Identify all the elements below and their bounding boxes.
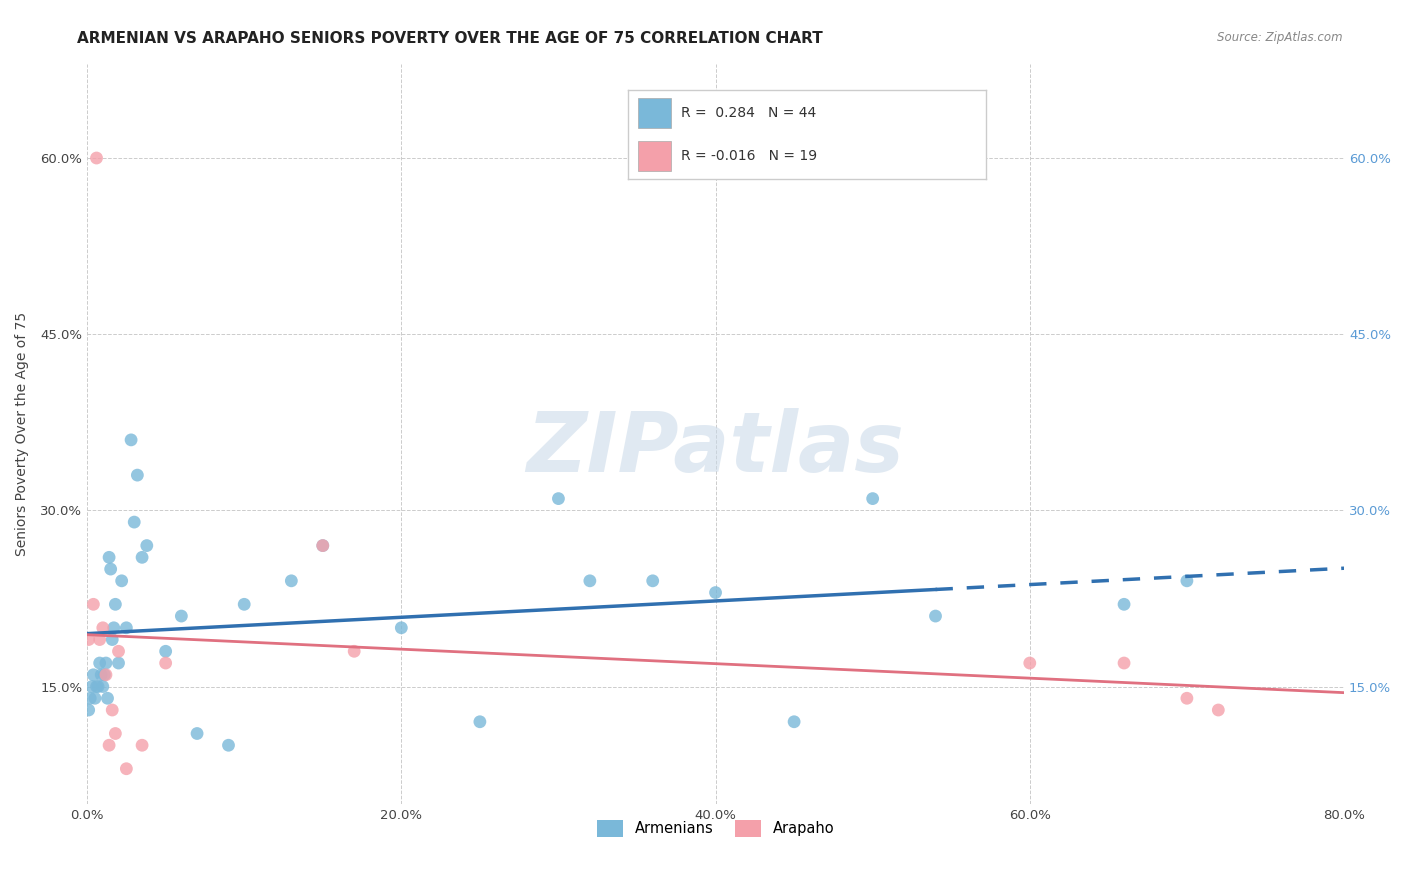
Point <box>468 714 491 729</box>
Point <box>96 691 118 706</box>
Point <box>155 656 177 670</box>
Point <box>120 433 142 447</box>
Point <box>641 574 664 588</box>
Point <box>91 680 114 694</box>
Text: ARMENIAN VS ARAPAHO SENIORS POVERTY OVER THE AGE OF 75 CORRELATION CHART: ARMENIAN VS ARAPAHO SENIORS POVERTY OVER… <box>77 31 823 46</box>
Point <box>783 714 806 729</box>
Point <box>170 609 193 624</box>
Point <box>107 656 129 670</box>
Point <box>1112 656 1135 670</box>
Point <box>547 491 569 506</box>
Y-axis label: Seniors Poverty Over the Age of 75: Seniors Poverty Over the Age of 75 <box>15 312 30 556</box>
Text: Source: ZipAtlas.com: Source: ZipAtlas.com <box>1218 31 1343 45</box>
Point <box>103 621 125 635</box>
Point <box>91 621 114 635</box>
Point <box>98 738 121 752</box>
Point <box>186 726 208 740</box>
Point <box>98 550 121 565</box>
Point <box>94 656 117 670</box>
Point <box>343 644 366 658</box>
Point <box>89 632 111 647</box>
Point <box>86 680 108 694</box>
Point <box>312 539 335 553</box>
Point <box>111 574 134 588</box>
Point <box>280 574 302 588</box>
Point <box>704 585 727 599</box>
Point <box>101 632 124 647</box>
Point <box>131 738 153 752</box>
Point <box>107 644 129 658</box>
Point <box>84 691 107 706</box>
Point <box>77 632 100 647</box>
Point <box>115 762 138 776</box>
Point <box>1175 691 1198 706</box>
Point <box>77 703 100 717</box>
Point <box>82 597 104 611</box>
Point <box>924 609 946 624</box>
Point <box>862 491 884 506</box>
Point <box>1175 574 1198 588</box>
Point <box>89 656 111 670</box>
Legend: Armenians, Arapaho: Armenians, Arapaho <box>589 813 842 845</box>
Point <box>1208 703 1230 717</box>
Point <box>87 680 110 694</box>
Text: ZIPatlas: ZIPatlas <box>527 409 904 490</box>
Point <box>155 644 177 658</box>
Point <box>94 667 117 681</box>
Point <box>1018 656 1040 670</box>
Point <box>80 680 103 694</box>
Point <box>127 468 149 483</box>
Point <box>100 562 122 576</box>
Point <box>389 621 412 635</box>
Point <box>131 550 153 565</box>
Point <box>312 539 335 553</box>
Point <box>86 151 108 165</box>
Point <box>79 691 101 706</box>
Point <box>82 667 104 681</box>
Point <box>93 667 115 681</box>
Point <box>579 574 602 588</box>
Point <box>218 738 240 752</box>
Point <box>90 667 112 681</box>
Point <box>122 515 145 529</box>
Point <box>101 703 124 717</box>
Point <box>1112 597 1135 611</box>
Point <box>135 539 157 553</box>
Point <box>233 597 256 611</box>
Point <box>115 621 138 635</box>
Point <box>104 597 127 611</box>
Point <box>104 726 127 740</box>
